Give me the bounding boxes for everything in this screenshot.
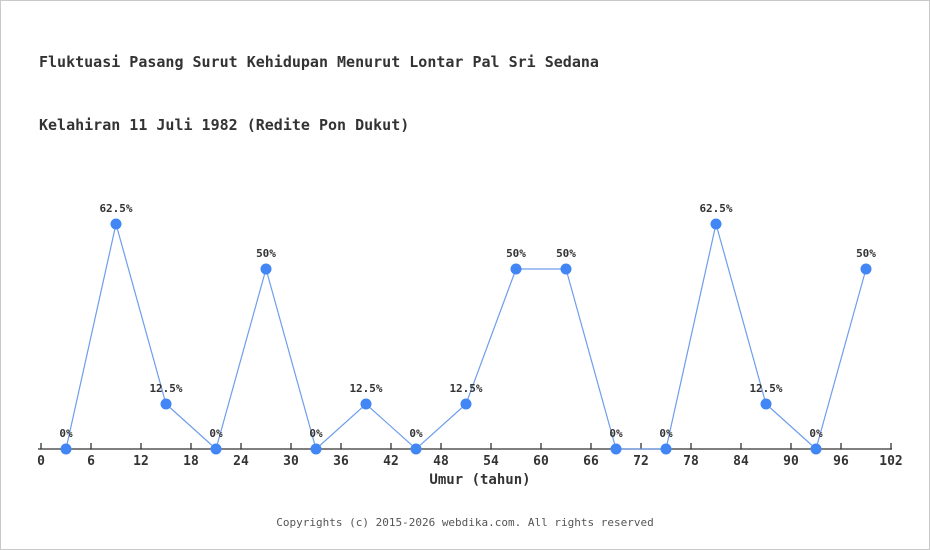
- chart-title-line2: Kelahiran 11 Juli 1982 (Redite Pon Dukut…: [39, 116, 410, 134]
- x-axis-tick-label: 96: [833, 454, 849, 469]
- data-point-label: 12.5%: [149, 382, 182, 395]
- x-axis-tick-label: 84: [733, 454, 749, 469]
- x-axis-tick-label: 54: [483, 454, 499, 469]
- x-axis-tick-label: 30: [283, 454, 299, 469]
- chart-title: Fluktuasi Pasang Surut Kehidupan Menurut…: [39, 10, 599, 178]
- data-point: [860, 263, 872, 275]
- chart-title-line1: Fluktuasi Pasang Surut Kehidupan Menurut…: [39, 53, 599, 71]
- data-point: [260, 263, 272, 275]
- data-point-label: 62.5%: [99, 202, 132, 215]
- data-point: [560, 263, 572, 275]
- data-point-label: 12.5%: [749, 382, 782, 395]
- copyright-text: Copyrights (c) 2015-2026 webdika.com. Al…: [276, 516, 654, 529]
- x-axis-tick-label: 0: [37, 454, 45, 469]
- x-axis-tick-label: 12: [133, 454, 149, 469]
- data-point-label: 50%: [556, 247, 576, 260]
- x-axis-tick-label: 36: [333, 454, 349, 469]
- data-point: [310, 443, 322, 455]
- x-axis-tick-label: 48: [433, 454, 449, 469]
- data-line: [65, 223, 867, 451]
- x-axis-tick-label: 78: [683, 454, 699, 469]
- data-point: [810, 443, 822, 455]
- data-point: [460, 398, 472, 410]
- x-axis-tick-label: 102: [879, 454, 902, 469]
- data-point-label: 12.5%: [449, 382, 482, 395]
- x-axis-tick-label: 6: [87, 454, 95, 469]
- data-point-label: 50%: [856, 247, 876, 260]
- data-point: [610, 443, 622, 455]
- data-point-label: 0%: [59, 427, 73, 440]
- x-axis-tick-label: 60: [533, 454, 549, 469]
- data-point: [510, 263, 522, 275]
- data-point-label: 0%: [209, 427, 223, 440]
- data-point: [360, 398, 372, 410]
- data-point: [410, 443, 422, 455]
- data-point: [210, 443, 222, 455]
- x-axis-title: Umur (tahun): [429, 472, 531, 488]
- data-point: [760, 398, 772, 410]
- data-point: [660, 443, 672, 455]
- data-point: [710, 218, 722, 230]
- data-point-label: 12.5%: [349, 382, 382, 395]
- data-point-label: 50%: [506, 247, 526, 260]
- data-point-label: 0%: [609, 427, 623, 440]
- data-point-label: 0%: [809, 427, 823, 440]
- x-axis-tick-label: 66: [583, 454, 599, 469]
- data-point: [110, 218, 122, 230]
- data-point-label: 50%: [256, 247, 276, 260]
- x-axis-tick-label: 42: [383, 454, 399, 469]
- x-axis-tick-label: 90: [783, 454, 799, 469]
- data-point-label: 0%: [309, 427, 323, 440]
- data-point-label: 0%: [659, 427, 673, 440]
- data-point: [160, 398, 172, 410]
- data-point-label: 0%: [409, 427, 423, 440]
- data-point-label: 62.5%: [699, 202, 732, 215]
- x-axis-tick-label: 72: [633, 454, 649, 469]
- data-point: [60, 443, 72, 455]
- x-axis-tick-label: 24: [233, 454, 249, 469]
- x-axis-tick-label: 18: [183, 454, 199, 469]
